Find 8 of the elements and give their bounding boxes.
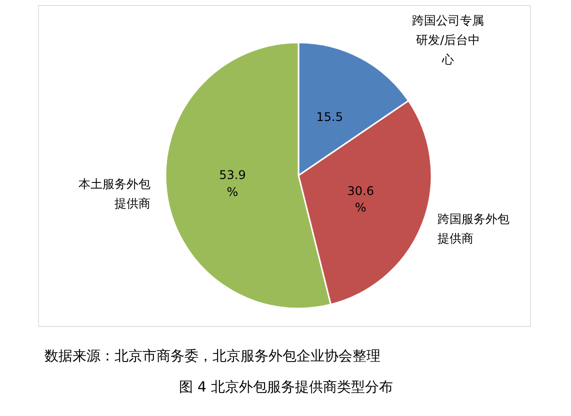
- data-label: 30.6 %: [347, 184, 374, 215]
- slice-label: 本土服务外包提供商: [78, 176, 151, 211]
- slice-label: 跨国公司专属研发/后台中心: [412, 13, 484, 66]
- slice-label: 跨国服务外包提供商: [438, 212, 510, 246]
- source-note: 数据来源：北京市商务委，北京服务外包企业协会整理: [44, 348, 380, 364]
- data-label: 15.5: [316, 110, 343, 124]
- data-label: 53.9 %: [219, 168, 246, 200]
- text: 图 4 北京外包服务提供商类型分布: [179, 380, 393, 396]
